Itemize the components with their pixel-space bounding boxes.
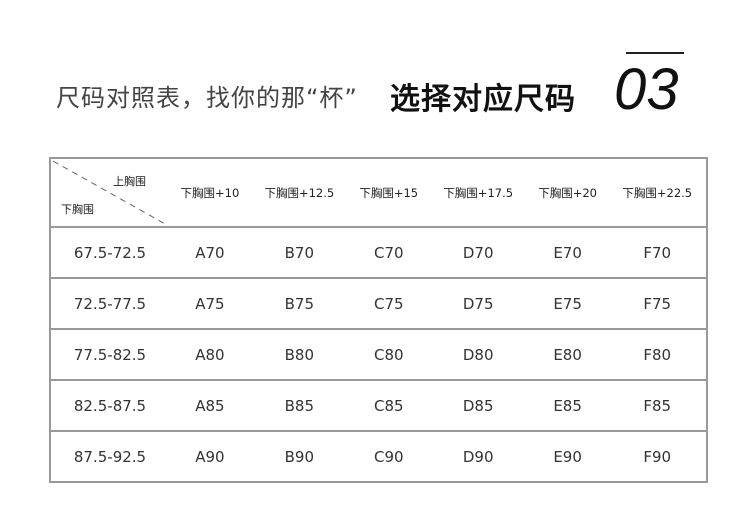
size-cell: D90 (429, 430, 527, 482)
size-cell: F85 (608, 379, 707, 431)
column-header: 下胸围+22.5 (622, 185, 693, 200)
size-cell: D70 (429, 226, 527, 278)
size-cell: D80 (429, 328, 527, 380)
page-title: 选择对应尺码 (390, 82, 576, 117)
size-cell: A75 (169, 277, 251, 329)
row-label: 87.5-92.5 (50, 430, 169, 482)
size-cell: B70 (250, 226, 348, 278)
column-header: 下胸围+10 (180, 185, 240, 200)
corner-top-label: 上胸围 (113, 175, 146, 188)
column-header: 下胸围+15 (359, 185, 419, 200)
size-cell: A85 (169, 379, 251, 431)
size-cell: E85 (526, 379, 609, 431)
corner-cell: 上胸围 下胸围 (50, 158, 169, 227)
row-label: 72.5-77.5 (50, 277, 169, 329)
size-cell: C80 (347, 328, 430, 380)
corner-bottom-label: 下胸围 (61, 203, 94, 216)
column-header: 下胸围+12.5 (264, 185, 335, 200)
size-cell: B80 (250, 328, 348, 380)
table-header-row: 上胸围 下胸围 下胸围+10 下胸围+12.5 下胸围+15 下胸围+17.5 … (50, 158, 707, 227)
row-label: 67.5-72.5 (50, 226, 169, 278)
table-row: 67.5-72.5 A70 B70 C70 D70 E70 F70 (50, 226, 707, 278)
size-cell: C70 (347, 226, 430, 278)
table-row: 77.5-82.5 A80 B80 C80 D80 E80 F80 (50, 328, 707, 380)
size-cell: A70 (169, 226, 251, 278)
size-cell: B75 (250, 277, 348, 329)
column-header: 下胸围+20 (538, 185, 597, 200)
number-overline (626, 52, 684, 54)
row-label: 82.5-87.5 (50, 379, 169, 431)
size-cell: C90 (347, 430, 430, 482)
size-cell: E70 (526, 226, 609, 278)
size-cell: E75 (526, 277, 609, 329)
size-cell: D75 (429, 277, 527, 329)
table-row: 87.5-92.5 A90 B90 C90 D90 E90 F90 (50, 430, 707, 482)
size-cell: A90 (169, 430, 251, 482)
size-cell: C85 (347, 379, 430, 431)
size-cell: F80 (608, 328, 707, 380)
size-cell: C75 (347, 277, 430, 329)
table-row: 82.5-87.5 A85 B85 C85 D85 E85 F85 (50, 379, 707, 431)
size-cell: F90 (608, 430, 707, 482)
size-cell: F75 (608, 277, 707, 329)
size-cell: E80 (526, 328, 609, 380)
table-row: 72.5-77.5 A75 B75 C75 D75 E75 F75 (50, 277, 707, 329)
row-label: 77.5-82.5 (50, 328, 169, 380)
size-cell: B90 (250, 430, 348, 482)
subtitle: 尺码对照表，找你的那“杯” (56, 84, 358, 112)
size-cell: B85 (250, 379, 348, 431)
section-number: 03 (614, 57, 679, 122)
size-cell: D85 (429, 379, 527, 431)
size-cell: A80 (169, 328, 251, 380)
column-header: 下胸围+17.5 (443, 185, 514, 200)
size-cell: F70 (608, 226, 707, 278)
size-table: 上胸围 下胸围 下胸围+10 下胸围+12.5 下胸围+15 下胸围+17.5 … (49, 157, 708, 483)
size-cell: E90 (526, 430, 609, 482)
